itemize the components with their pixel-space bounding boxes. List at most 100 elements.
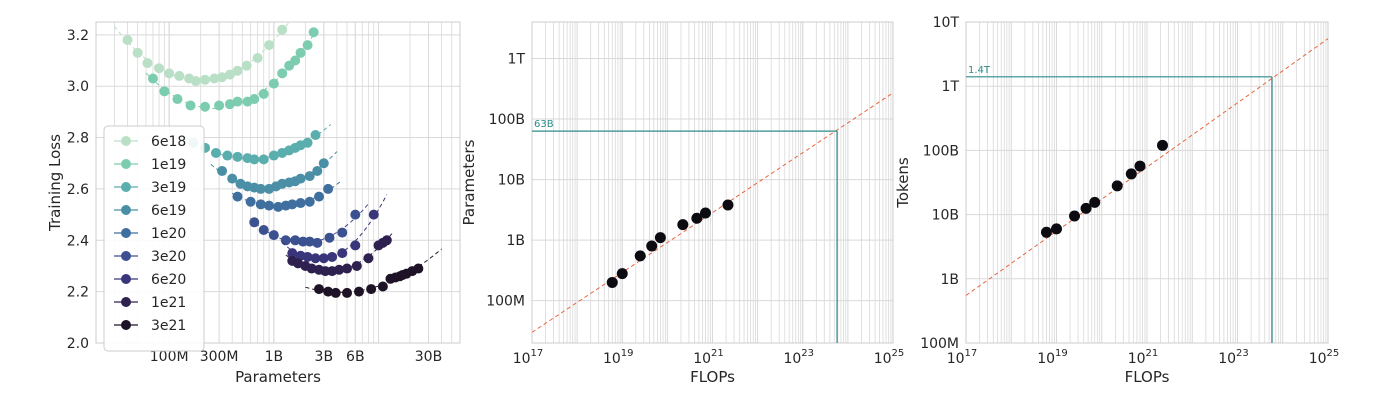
data-point — [1040, 226, 1052, 238]
x-tick-label: 300M — [200, 349, 239, 365]
data-point — [1111, 180, 1123, 192]
data-point — [606, 276, 618, 288]
tokens-vs-flops-chart: 1017 1019 1021 1023 1025100M1B10B100B1T10TFL… — [894, 15, 1339, 386]
data-point-6e20 — [327, 251, 338, 262]
data-point-1e21 — [334, 264, 345, 275]
plot-frame — [95, 21, 461, 344]
legend-marker-3e19 — [121, 182, 131, 192]
x-tick-label-exponent: 21 — [1146, 348, 1159, 359]
data-point-1e20 — [264, 200, 275, 211]
data-point-3e20 — [249, 217, 260, 228]
gridlines — [966, 22, 1328, 343]
data-point-6e18 — [122, 34, 133, 45]
data-point-1e20 — [255, 199, 266, 210]
gridlines — [532, 22, 893, 343]
data-point-6e19 — [304, 171, 315, 182]
legend-marker-3e21 — [121, 320, 131, 330]
data-point-3e20 — [290, 235, 301, 246]
data-point — [1069, 210, 1081, 222]
legend-marker-1e21 — [121, 297, 131, 307]
data-point-1e19 — [147, 73, 158, 84]
data-point-6e20 — [337, 248, 348, 259]
data-point-1e19 — [302, 40, 313, 51]
data-point-1e19 — [224, 99, 235, 110]
y-tick-label: 10T — [933, 15, 960, 31]
projection-label: 1.4T — [968, 65, 991, 76]
y-axis-label: Training Loss — [46, 134, 64, 232]
data-point-1e20 — [323, 183, 334, 194]
y-tick-label: 100M — [920, 336, 959, 352]
data-point-1e19 — [200, 101, 211, 112]
legend-marker-1e20 — [121, 228, 131, 238]
x-tick-label: 1021 — [693, 348, 724, 367]
data-point — [1080, 202, 1092, 214]
x-tick-label-exponent: 25 — [892, 348, 905, 359]
data-point-1e21 — [363, 253, 374, 264]
x-tick-label-base: 10 — [693, 351, 711, 367]
y-tick-label: 2.6 — [67, 182, 89, 198]
data-point-1e21 — [381, 235, 392, 246]
x-tick-label: 1023 — [1218, 348, 1249, 367]
x-tick-label-exponent: 17 — [965, 348, 978, 359]
x-tick-label: 1019 — [1037, 348, 1068, 367]
y-axis-label: Parameters — [460, 139, 478, 225]
x-tick-label-exponent: 17 — [531, 348, 544, 359]
y-axis-label: Tokens — [894, 157, 912, 209]
y-tick-label: 3.0 — [67, 79, 89, 95]
data-point-1e20 — [295, 198, 306, 209]
data-point-6e18 — [241, 60, 252, 71]
data-point-6e18 — [190, 76, 201, 87]
data-point-6e19 — [217, 165, 228, 176]
x-tick-label: 1023 — [783, 348, 814, 367]
data-point-3e21 — [330, 287, 341, 298]
x-tick-label-exponent: 21 — [711, 348, 724, 359]
data-point-6e18 — [200, 74, 211, 85]
legend-marker-1e19 — [121, 159, 131, 169]
data-point-3e21 — [323, 286, 334, 297]
data-point — [1156, 139, 1168, 151]
y-tick-label: 2.0 — [67, 336, 89, 352]
x-tick-label: 1021 — [1128, 348, 1159, 367]
x-tick-label-base: 10 — [1037, 351, 1055, 367]
x-tick-label: 1017 — [947, 348, 978, 367]
x-axis-label: FLOPs — [1125, 368, 1170, 386]
x-tick-label: 3B — [315, 349, 334, 365]
data-point-6e19 — [255, 183, 266, 194]
y-tick-label: 10B — [498, 173, 525, 189]
data-point — [722, 199, 734, 211]
x-tick-label: 1017 — [513, 348, 544, 367]
data-point — [616, 268, 628, 280]
data-point — [654, 232, 666, 244]
data-point-6e18 — [174, 70, 185, 81]
plot-frame — [531, 21, 894, 344]
data-point-1e20 — [273, 201, 284, 212]
data-point-1e19 — [232, 96, 243, 107]
x-tick-label-base: 10 — [947, 351, 965, 367]
data-point-3e19 — [258, 154, 269, 165]
data-point-1e19 — [185, 100, 196, 111]
plot-area — [114, 22, 442, 298]
legend: 6e18 1e19 3e19 6e19 1e20 3e20 6e20 1e21 3e21 — [103, 125, 205, 352]
x-tick-label-base: 10 — [1128, 351, 1146, 367]
data-point-1e19 — [159, 86, 170, 97]
data-point-3e19 — [302, 137, 313, 148]
x-tick-label-exponent: 19 — [621, 348, 634, 359]
data-point-6e18 — [252, 52, 263, 63]
legend-label-1e19: 1e19 — [151, 157, 186, 173]
data-point-3e20 — [258, 225, 269, 236]
data-point-1e19 — [258, 88, 269, 99]
data-point-3e19 — [249, 154, 260, 165]
y-tick-label: 2.8 — [67, 131, 89, 147]
x-tick-label: 6B — [346, 349, 365, 365]
x-axis-label: Parameters — [235, 368, 321, 386]
x-tick-label-base: 10 — [1309, 351, 1327, 367]
legend-label-3e20: 3e20 — [151, 249, 186, 265]
y-tick-label: 100B — [923, 143, 959, 159]
data-point — [1051, 223, 1062, 235]
y-tick-label: 1B — [940, 272, 959, 288]
legend-label-6e19: 6e19 — [151, 203, 186, 219]
data-point-1e19 — [249, 94, 260, 105]
y-tick-label: 3.2 — [67, 28, 89, 44]
y-tick-label: 2.4 — [67, 233, 89, 249]
